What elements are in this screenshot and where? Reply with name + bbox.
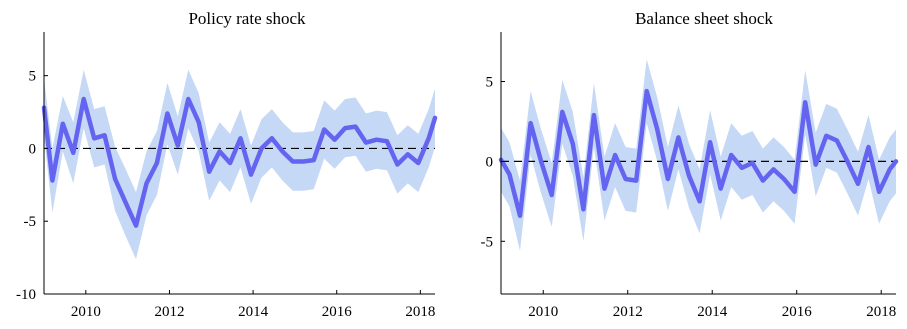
x-tick-label: 2010 — [528, 304, 558, 320]
x-tick-label: 2018 — [405, 304, 435, 320]
x-tick-label: 2010 — [71, 304, 101, 320]
x-ticks: 2010 2012 2014 2016 2018 — [71, 290, 435, 320]
chart-balance-sheet-shock: Balance sheet shock -505 2010 2012 2014 201… — [481, 9, 899, 320]
x-tick-label: 2012 — [613, 304, 643, 320]
confidence-band — [501, 59, 896, 251]
y-tick-label: 5 — [29, 69, 37, 85]
y-tick-label: 0 — [486, 154, 494, 170]
x-tick-label: 2014 — [697, 304, 728, 320]
chart-policy-rate-shock: Policy rate shock -10-505 2010 2012 2014 20… — [16, 9, 438, 320]
x-tick-label: 2016 — [322, 304, 353, 320]
series-line — [41, 96, 438, 228]
x-tick-label: 2014 — [238, 304, 269, 320]
chart-title: Policy rate shock — [188, 9, 306, 28]
series-line — [498, 88, 899, 218]
x-ticks: 2010 2012 2014 2016 2018 — [528, 290, 896, 320]
y-tick-label: 0 — [29, 141, 37, 157]
y-tick-label: -10 — [16, 287, 36, 303]
y-tick-label: -5 — [24, 214, 37, 230]
confidence-band — [44, 69, 435, 260]
y-tick-label: -5 — [481, 234, 494, 250]
y-ticks: -10 -5 0 5 — [16, 69, 48, 303]
x-tick-label: 2016 — [782, 304, 813, 320]
y-ticks: -5 0 5 — [481, 75, 505, 250]
y-tick-label: 5 — [486, 75, 494, 91]
x-tick-label: 2012 — [154, 304, 184, 320]
chart-title: Balance sheet shock — [635, 9, 773, 28]
x-tick-label: 2018 — [866, 304, 896, 320]
